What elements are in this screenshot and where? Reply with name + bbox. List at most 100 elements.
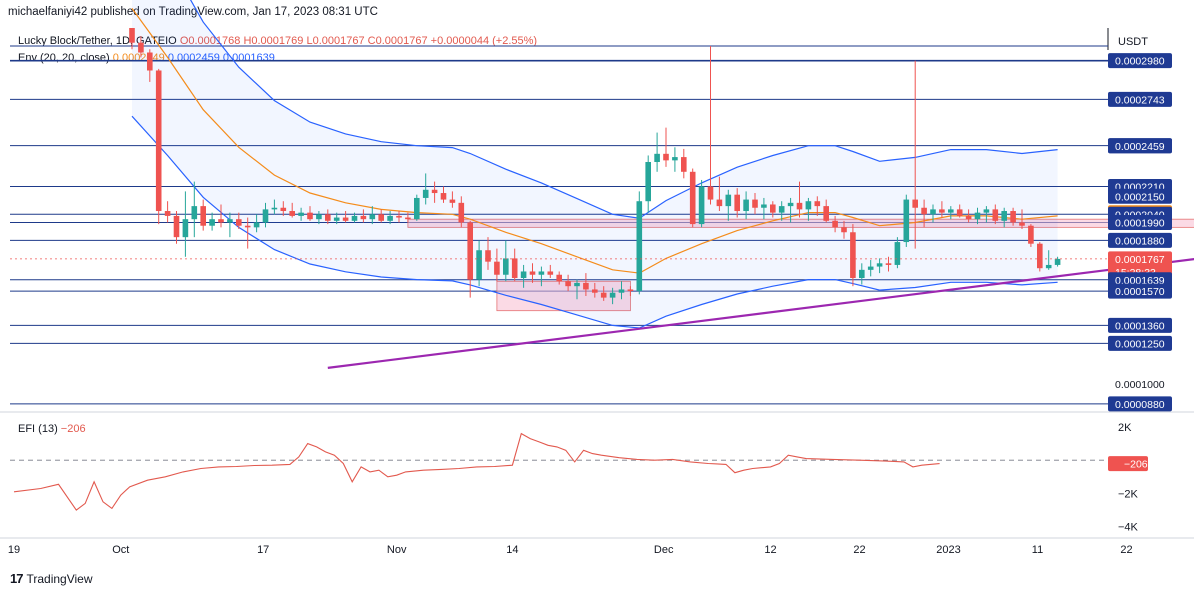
price-axis-label: 0.0001570 xyxy=(1115,286,1165,298)
legend-efi: EFI (13) −206 xyxy=(18,423,86,435)
legend-main-series: Lucky Block/Tether, 1D, GATEIO O0.000176… xyxy=(18,35,537,47)
candle-body xyxy=(236,219,242,226)
candle-body xyxy=(912,199,918,208)
candle-body xyxy=(1001,211,1007,221)
candle-body xyxy=(992,209,999,221)
candle-body xyxy=(271,207,278,210)
candle-body xyxy=(414,197,420,220)
price-label-box xyxy=(1108,283,1172,299)
price-axis-label: 0.0002150 xyxy=(1115,191,1165,203)
candle-body xyxy=(485,250,491,262)
candle-body xyxy=(182,219,189,238)
price-label-box xyxy=(1108,188,1172,204)
candle-body xyxy=(351,215,358,221)
candle-body xyxy=(244,225,251,228)
candle-body xyxy=(449,199,456,203)
ascending-trendline xyxy=(327,258,1194,369)
price-label-box xyxy=(1108,91,1172,107)
candle-body xyxy=(823,206,829,221)
candle-body xyxy=(262,209,269,223)
price-axis-label: 0.0001880 xyxy=(1115,235,1165,247)
candle-body xyxy=(974,212,981,220)
candle-body xyxy=(280,207,287,212)
time-axis-label: 17 xyxy=(257,544,269,556)
candle-body xyxy=(859,269,865,279)
candle-body xyxy=(440,193,447,200)
symbol-name[interactable]: Lucky Block/Tether, 1D, GATEIO xyxy=(18,35,177,47)
candle-body xyxy=(574,282,580,287)
time-axis-label: 12 xyxy=(764,544,776,556)
price-axis-label: 0.0001250 xyxy=(1115,338,1165,350)
tradingview-mark-icon: 17 xyxy=(10,571,24,586)
envelope-fill xyxy=(132,0,1058,328)
candle-body xyxy=(716,199,723,207)
candle-body xyxy=(698,186,705,225)
ohlc-open: O0.0001768 xyxy=(179,35,241,47)
candle-body xyxy=(725,194,732,207)
candle-body xyxy=(1028,225,1034,244)
envelope-upper-line xyxy=(189,0,1058,219)
candle-body xyxy=(618,289,625,293)
candle-body xyxy=(316,214,322,220)
supply-demand-zone xyxy=(496,280,631,312)
candle-body xyxy=(396,215,402,218)
price-label-box xyxy=(1108,138,1172,154)
supply-demand-zone xyxy=(407,218,1194,228)
candle-body xyxy=(930,209,936,215)
candle-body xyxy=(147,52,153,71)
candle-body xyxy=(520,271,527,279)
envelope-basis-line xyxy=(131,8,1058,274)
candle-body xyxy=(636,201,643,292)
time-axis-label: 22 xyxy=(853,544,865,556)
candle-body xyxy=(778,206,785,213)
efi-axis-label: 2K xyxy=(1118,422,1132,434)
envelope-lower-line xyxy=(131,115,1058,329)
candle-body xyxy=(885,263,892,265)
candle-body xyxy=(431,189,438,194)
candle-body xyxy=(378,214,384,221)
price-axis-label: 0.0001990 xyxy=(1115,217,1165,229)
tradingview-logo[interactable]: 17 TradingView xyxy=(10,571,93,586)
candle-body xyxy=(218,219,224,223)
candle-body xyxy=(1037,243,1043,269)
time-axis-label: 19 xyxy=(8,544,20,556)
candle-body xyxy=(458,202,465,223)
candle-body xyxy=(965,215,972,220)
candle-body xyxy=(609,292,616,298)
candle-body xyxy=(752,199,758,208)
time-axis-label: 22 xyxy=(1120,544,1132,556)
candle-body xyxy=(164,211,171,216)
candle-body xyxy=(903,199,910,243)
price-label-box xyxy=(1108,317,1172,333)
candle-body xyxy=(894,242,901,265)
candle-body xyxy=(227,219,233,223)
candle-body xyxy=(138,42,144,53)
candle-body xyxy=(556,274,562,282)
currency-label: USDT xyxy=(1118,36,1148,48)
candle-body xyxy=(307,212,313,220)
candle-body xyxy=(1045,264,1052,269)
price-axis-label: 0.0001000 xyxy=(1115,379,1165,391)
candle-body xyxy=(770,204,776,213)
candle-body xyxy=(761,204,767,208)
candle-body xyxy=(1054,258,1061,265)
candle-body xyxy=(805,201,812,210)
efi-line xyxy=(13,432,940,511)
candle-body xyxy=(342,217,349,221)
candle-body xyxy=(1010,211,1016,223)
efi-axis-label: −4K xyxy=(1118,522,1139,534)
efi-label[interactable]: EFI (13) xyxy=(18,423,58,435)
candle-body xyxy=(850,232,856,279)
efi-value: −206 xyxy=(60,423,86,435)
candle-body xyxy=(155,70,162,212)
candle-body xyxy=(787,202,794,207)
candle-body xyxy=(529,271,536,275)
candle-body xyxy=(743,199,749,212)
price-axis-label: 0.0001767 xyxy=(1115,254,1165,266)
candle-body xyxy=(565,281,571,287)
candle-body xyxy=(476,250,482,280)
time-axis-label: Dec xyxy=(654,544,674,556)
candle-body xyxy=(405,217,411,220)
candle-body xyxy=(583,282,589,290)
